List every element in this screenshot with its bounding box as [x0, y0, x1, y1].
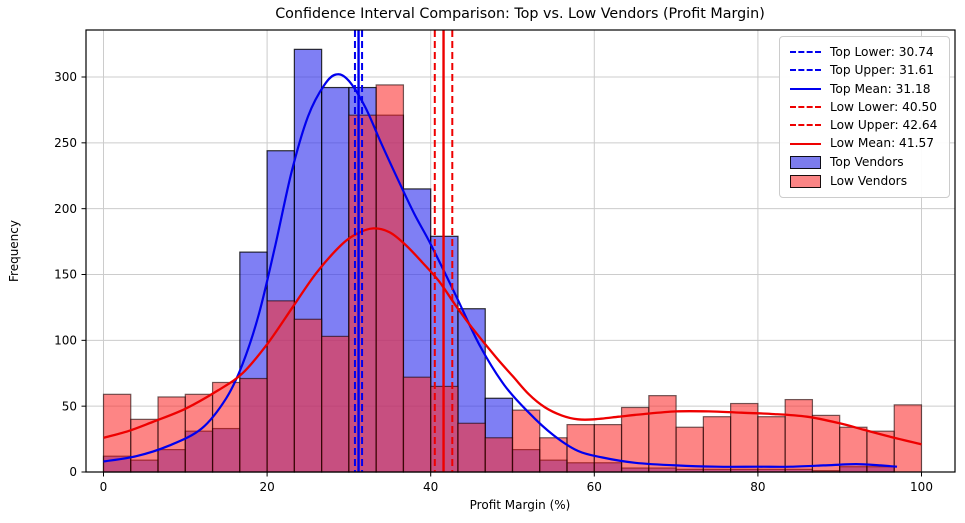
x-tick-label: 80 [750, 480, 765, 494]
histogram-bar-low-vendors [157, 396, 186, 473]
kde-curve-top-vendors [103, 73, 898, 468]
legend: Top Lower: 30.74 Top Upper: 31.61 Top Me… [779, 36, 950, 198]
histogram-bar-low-vendors [730, 402, 759, 473]
solid-line-sample [790, 87, 821, 90]
y-tick-label: 150 [54, 268, 77, 282]
histogram-bar-low-vendors [702, 416, 732, 473]
kde-curve-low-vendors [103, 227, 922, 446]
dashed-line-sample [790, 106, 821, 109]
histogram-bar-low-vendors [321, 335, 350, 473]
histogram-bar-low-vendors [375, 84, 405, 473]
dashed-line-sample [790, 51, 821, 54]
y-tick-label: 0 [69, 465, 77, 479]
legend-item-top-upper: Top Upper: 31.61 [780, 63, 949, 78]
legend-item-low-lower: Low Lower: 40.50 [780, 101, 949, 113]
x-tick-label: 40 [423, 480, 438, 494]
histogram-bar-low-vendors [811, 414, 841, 473]
dashed-line-sample [790, 124, 821, 127]
histogram-bar-low-vendors [648, 395, 677, 473]
histogram-bar-low-vendors [484, 437, 514, 473]
legend-label: Top Lower: 30.74 [830, 45, 934, 60]
dashed-line-sample [790, 69, 821, 72]
chart-title: Confidence Interval Comparison: Top vs. … [275, 6, 765, 22]
red-patch-sample [790, 174, 821, 188]
y-tick-label: 250 [54, 136, 77, 150]
histogram-bar-low-vendors [130, 418, 159, 473]
y-tick-label: 50 [62, 399, 77, 413]
legend-item-low-vendors: Low Vendors [780, 174, 949, 189]
x-axis-label: Profit Margin (%) [470, 498, 571, 512]
legend-label: Top Upper: 31.61 [830, 63, 934, 78]
legend-label: Top Vendors [830, 155, 904, 170]
histogram-bar-low-vendors [239, 377, 268, 473]
histogram-bar-low-vendors [457, 422, 486, 473]
legend-item-top-vendors: Top Vendors [780, 155, 949, 170]
legend-item-low-mean: Low Mean: 41.57 [780, 136, 949, 151]
legend-label: Low Mean: 41.57 [830, 136, 934, 151]
x-tick-label: 20 [259, 480, 274, 494]
y-axis-label: Frequency [7, 220, 21, 282]
y-tick-label: 300 [54, 70, 77, 84]
histogram-bar-low-vendors [757, 416, 786, 473]
x-tick-label: 0 [100, 480, 108, 494]
solid-line-sample [790, 142, 821, 145]
histogram-bar-low-vendors [593, 423, 623, 473]
legend-item-top-mean: Top Mean: 31.18 [780, 81, 949, 96]
x-tick-label: 60 [587, 480, 602, 494]
legend-label: Low Vendors [830, 174, 908, 189]
legend-item-low-upper: Low Upper: 42.64 [780, 119, 949, 131]
plot-border [85, 29, 956, 473]
histogram-bar-low-vendors [211, 381, 241, 473]
legend-label: Low Lower: 40.50 [830, 99, 938, 114]
x-tick-label: 100 [910, 480, 933, 494]
blue-patch-sample [790, 155, 821, 169]
legend-label: Low Upper: 42.64 [830, 118, 938, 133]
y-tick-label: 100 [54, 334, 77, 348]
y-tick-label: 200 [54, 202, 77, 216]
legend-item-top-lower: Top Lower: 30.74 [780, 46, 949, 58]
histogram-bar-low-vendors [402, 376, 432, 473]
legend-label: Top Mean: 31.18 [830, 81, 931, 96]
histogram-bar-low-vendors [784, 398, 814, 473]
histogram-bar-low-vendors [293, 318, 323, 473]
